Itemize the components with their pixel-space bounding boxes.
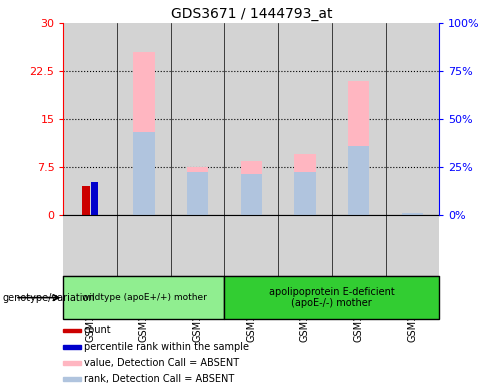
Bar [278, 23, 332, 215]
Bar [63, 345, 81, 349]
Bar [133, 52, 155, 215]
Bar [224, 276, 439, 319]
Text: wildtype (apoE+/+) mother: wildtype (apoE+/+) mother [81, 293, 206, 302]
Bar [402, 213, 423, 215]
Text: count: count [84, 326, 112, 336]
Bar [133, 132, 155, 215]
Bar [241, 174, 262, 215]
Bar [63, 329, 81, 333]
Bar [63, 377, 81, 381]
Bar [386, 23, 439, 215]
Bar [348, 146, 369, 215]
Bar [294, 172, 316, 215]
Title: GDS3671 / 1444793_at: GDS3671 / 1444793_at [171, 7, 332, 21]
Bar [63, 23, 117, 215]
Text: genotype/variation: genotype/variation [2, 293, 95, 303]
Text: percentile rank within the sample: percentile rank within the sample [84, 342, 249, 352]
Bar [241, 161, 262, 215]
Text: value, Detection Call = ABSENT: value, Detection Call = ABSENT [84, 358, 239, 368]
Text: rank, Detection Call = ABSENT: rank, Detection Call = ABSENT [84, 374, 234, 384]
Bar [117, 23, 171, 215]
Bar [63, 276, 224, 319]
Bar [332, 23, 386, 215]
Bar [81, 186, 90, 215]
Bar [171, 23, 224, 215]
Bar [91, 182, 98, 215]
Bar [294, 154, 316, 215]
Bar [224, 23, 278, 215]
Bar [348, 81, 369, 215]
Text: apolipoprotein E-deficient
(apoE-/-) mother: apolipoprotein E-deficient (apoE-/-) mot… [269, 287, 395, 308]
Bar [187, 172, 208, 215]
Bar [63, 361, 81, 365]
Bar [187, 167, 208, 215]
